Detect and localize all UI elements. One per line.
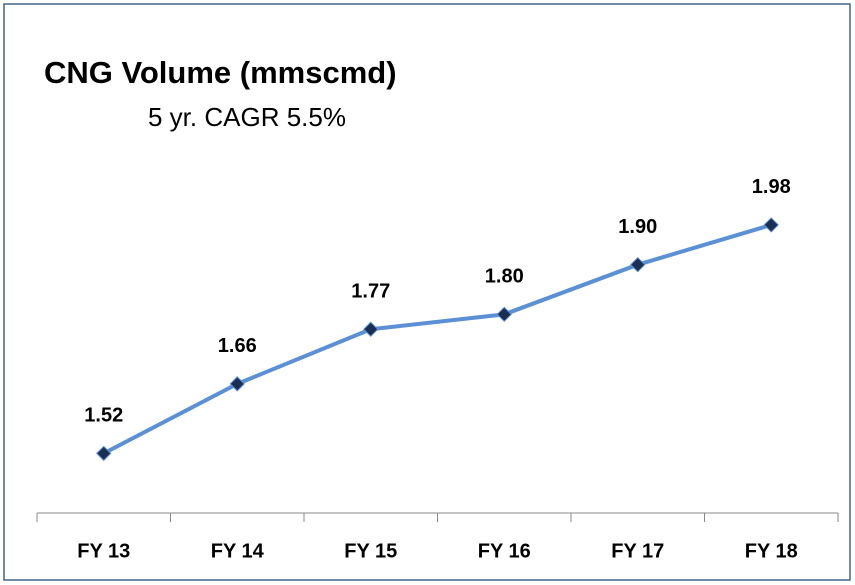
chart-title: CNG Volume (mmscmd) (44, 55, 397, 90)
x-tick-label: FY 17 (611, 540, 664, 562)
data-label: 1.98 (752, 176, 791, 198)
data-label: 1.52 (84, 405, 123, 427)
data-label: 1.90 (618, 216, 657, 238)
marker (229, 376, 245, 392)
data-label: 1.66 (218, 335, 257, 357)
data-label: 1.77 (351, 281, 390, 303)
marker (96, 445, 112, 462)
data-label: 1.80 (485, 266, 524, 288)
line (102, 223, 772, 456)
x-tick-label: FY 18 (745, 540, 798, 562)
x-tick-label: FY 13 (77, 540, 130, 562)
marker (363, 321, 379, 337)
marker (630, 256, 646, 273)
x-tick-label: FY 15 (344, 540, 397, 562)
marker (763, 217, 779, 233)
chart-border (3, 3, 851, 581)
x-tick-label: FY 16 (478, 540, 531, 562)
x-tick-label: FY 14 (211, 540, 265, 562)
marker (496, 306, 512, 323)
chart-subtitle: 5 yr. CAGR 5.5% (148, 102, 346, 132)
